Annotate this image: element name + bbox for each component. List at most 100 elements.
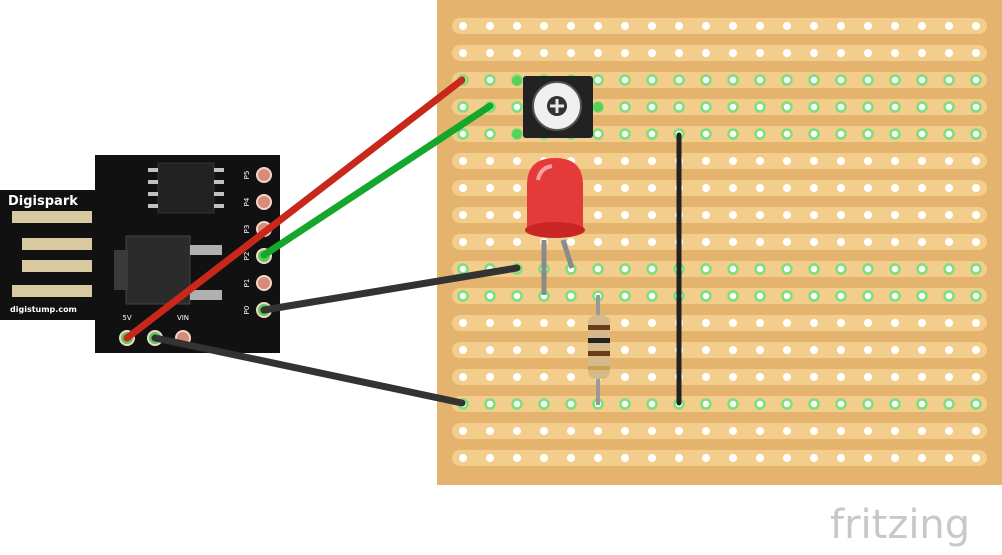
- strip-hole: [837, 238, 845, 246]
- strip-hole: [621, 427, 629, 435]
- strip-hole: [970, 398, 982, 410]
- strip-hole: [675, 49, 683, 57]
- strip-hole: [729, 346, 737, 354]
- pin-label: P0: [243, 306, 251, 315]
- strip-hole: [837, 454, 845, 462]
- copper-strips: [452, 18, 987, 466]
- strip-hole: [729, 319, 737, 327]
- strip-hole: [864, 184, 872, 192]
- strip-hole: [565, 290, 577, 302]
- board-url: digistump.com: [10, 305, 77, 314]
- strip-hole: [837, 346, 845, 354]
- strip-hole: [513, 184, 521, 192]
- strip-hole: [459, 49, 467, 57]
- strip-hole: [945, 184, 953, 192]
- usb-tab: [0, 190, 100, 320]
- potentiometer: [512, 76, 603, 139]
- strip-hole: [540, 319, 548, 327]
- strip-hole: [700, 398, 712, 410]
- resistor-band: [588, 325, 610, 330]
- strip-hole: [511, 290, 523, 302]
- strip-hole: [891, 184, 899, 192]
- strip-hole: [511, 101, 523, 113]
- resistor-body: [588, 315, 610, 379]
- strip-hole: [918, 454, 926, 462]
- strip-hole: [810, 427, 818, 435]
- strip-hole: [943, 101, 955, 113]
- strip-hole: [459, 238, 467, 246]
- strip-hole: [513, 157, 521, 165]
- strip-hole: [727, 290, 739, 302]
- strip-hole: [729, 157, 737, 165]
- strip-hole: [486, 49, 494, 57]
- strip-hole: [862, 398, 874, 410]
- strip-hole: [810, 346, 818, 354]
- pot-pin: [512, 76, 522, 86]
- regulator-leg: [190, 290, 222, 300]
- strip-hole: [889, 263, 901, 275]
- strip-hole: [810, 454, 818, 462]
- strip-hole: [835, 128, 847, 140]
- strip-hole: [756, 211, 764, 219]
- strip-hole: [702, 454, 710, 462]
- strip-hole: [702, 22, 710, 30]
- copper-strip: [452, 450, 987, 466]
- strip-hole: [916, 128, 928, 140]
- led: [525, 158, 585, 295]
- strip-hole: [783, 238, 791, 246]
- strip-hole: [648, 373, 656, 381]
- strip-hole: [540, 49, 548, 57]
- strip-hole: [781, 398, 793, 410]
- strip-hole: [648, 454, 656, 462]
- usb-contact: [12, 211, 92, 223]
- copper-strip: [452, 153, 987, 169]
- strip-hole: [675, 454, 683, 462]
- strip-hole: [864, 49, 872, 57]
- strip-hole: [459, 157, 467, 165]
- strip-hole: [646, 74, 658, 86]
- strip-hole: [702, 346, 710, 354]
- strip-hole: [484, 128, 496, 140]
- strip-hole: [702, 373, 710, 381]
- strip-hole: [808, 263, 820, 275]
- strip-hole: [970, 263, 982, 275]
- strip-hole: [486, 157, 494, 165]
- strip-hole: [702, 49, 710, 57]
- strip-hole: [972, 238, 980, 246]
- strip-hole: [837, 211, 845, 219]
- strip-hole: [945, 238, 953, 246]
- strip-hole: [943, 128, 955, 140]
- strip-hole: [592, 74, 604, 86]
- led-highlight: [536, 164, 553, 181]
- strip-hole: [486, 373, 494, 381]
- usb-contact: [12, 285, 92, 297]
- header-pin-p1: [256, 275, 272, 291]
- strip-hole: [783, 319, 791, 327]
- strip-hole: [754, 74, 766, 86]
- strip-hole: [486, 211, 494, 219]
- strip-hole: [621, 211, 629, 219]
- strip-hole: [945, 49, 953, 57]
- strip-hole: [648, 22, 656, 30]
- strip-hole: [727, 398, 739, 410]
- strip-hole: [916, 290, 928, 302]
- strip-hole: [594, 157, 602, 165]
- strip-hole: [702, 184, 710, 192]
- strip-hole: [810, 184, 818, 192]
- strip-hole: [970, 74, 982, 86]
- strip-hole: [540, 373, 548, 381]
- strip-hole: [916, 74, 928, 86]
- usb-contact: [22, 238, 92, 250]
- red-wire: [123, 76, 466, 342]
- strip-hole: [756, 184, 764, 192]
- strip-hole: [810, 319, 818, 327]
- strip-hole: [511, 398, 523, 410]
- digispark-board: P5 P4 P3 P2 P1 P0 5V VIN Digispark digistump.c…: [0, 155, 280, 353]
- strip-hole: [864, 22, 872, 30]
- strip-hole: [781, 263, 793, 275]
- copper-strip: [452, 207, 987, 223]
- resistor-band: [588, 338, 610, 343]
- strip-hole: [864, 238, 872, 246]
- strip-hole: [810, 22, 818, 30]
- strip-hole: [646, 290, 658, 302]
